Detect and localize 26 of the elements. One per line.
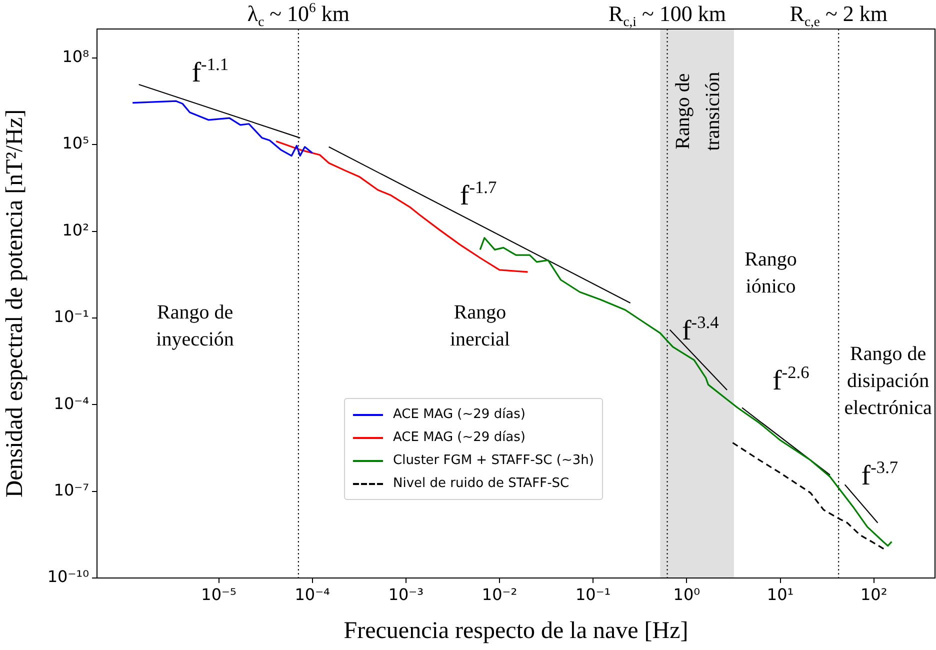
y-tick-label: 10⁻⁷ <box>54 480 89 500</box>
x-tick-label: 10⁻² <box>482 584 518 604</box>
y-tick-label: 10⁸ <box>62 47 89 66</box>
annotation: Rango inercial <box>450 301 510 350</box>
y-tick-label: 10⁻⁴ <box>54 394 89 413</box>
x-tick-label: 10¹ <box>766 584 794 604</box>
legend-label: ACE MAG (~29 días) <box>393 430 526 445</box>
y-tick-label: 10² <box>62 220 89 240</box>
x-tick-label: 10⁻⁴ <box>294 584 330 604</box>
y-tick-label: 10⁻¹ <box>54 307 89 326</box>
legend-label: Nivel de ruido de STAFF-SC <box>393 476 570 491</box>
legend-label: ACE MAG (~29 días) <box>393 407 526 422</box>
x-tick-label: 10⁻⁵ <box>201 584 236 604</box>
x-tick-label: 10⁻¹ <box>576 584 611 604</box>
annotation: Rango de disipación electrónica <box>844 342 932 419</box>
annotation: Rango de inyección <box>156 301 234 350</box>
x-tick-label: 10² <box>860 584 888 604</box>
legend-label: Cluster FGM + STAFF-SC (~3h) <box>393 453 594 468</box>
y-axis-title: Densidad espectral de potencia [nT²/Hz] <box>2 109 28 498</box>
x-tick-label: 10⁻³ <box>388 584 424 604</box>
y-tick-label: 10⁻¹⁰ <box>47 567 89 586</box>
y-tick-label: 10⁵ <box>62 134 89 153</box>
annotation: Rango iónico <box>744 248 797 298</box>
x-tick-label: 10⁰ <box>673 584 700 604</box>
band-label: Rango de transición <box>672 72 724 151</box>
x-axis-title: Frecuencia respecto de la nave [Hz] <box>344 618 688 644</box>
